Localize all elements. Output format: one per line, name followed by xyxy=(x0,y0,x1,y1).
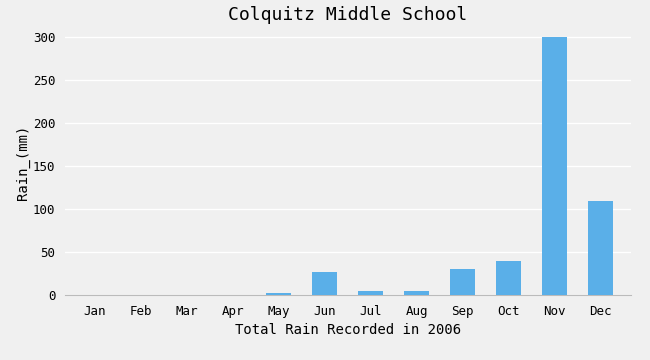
Bar xyxy=(450,269,475,295)
Bar xyxy=(358,291,384,295)
Bar xyxy=(496,261,521,295)
Bar xyxy=(266,293,291,295)
X-axis label: Total Rain Recorded in 2006: Total Rain Recorded in 2006 xyxy=(235,324,461,337)
Bar xyxy=(588,201,613,295)
Bar xyxy=(404,291,430,295)
Bar xyxy=(312,272,337,295)
Title: Colquitz Middle School: Colquitz Middle School xyxy=(228,6,467,24)
Y-axis label: Rain_(mm): Rain_(mm) xyxy=(16,124,30,200)
Bar xyxy=(542,37,567,295)
